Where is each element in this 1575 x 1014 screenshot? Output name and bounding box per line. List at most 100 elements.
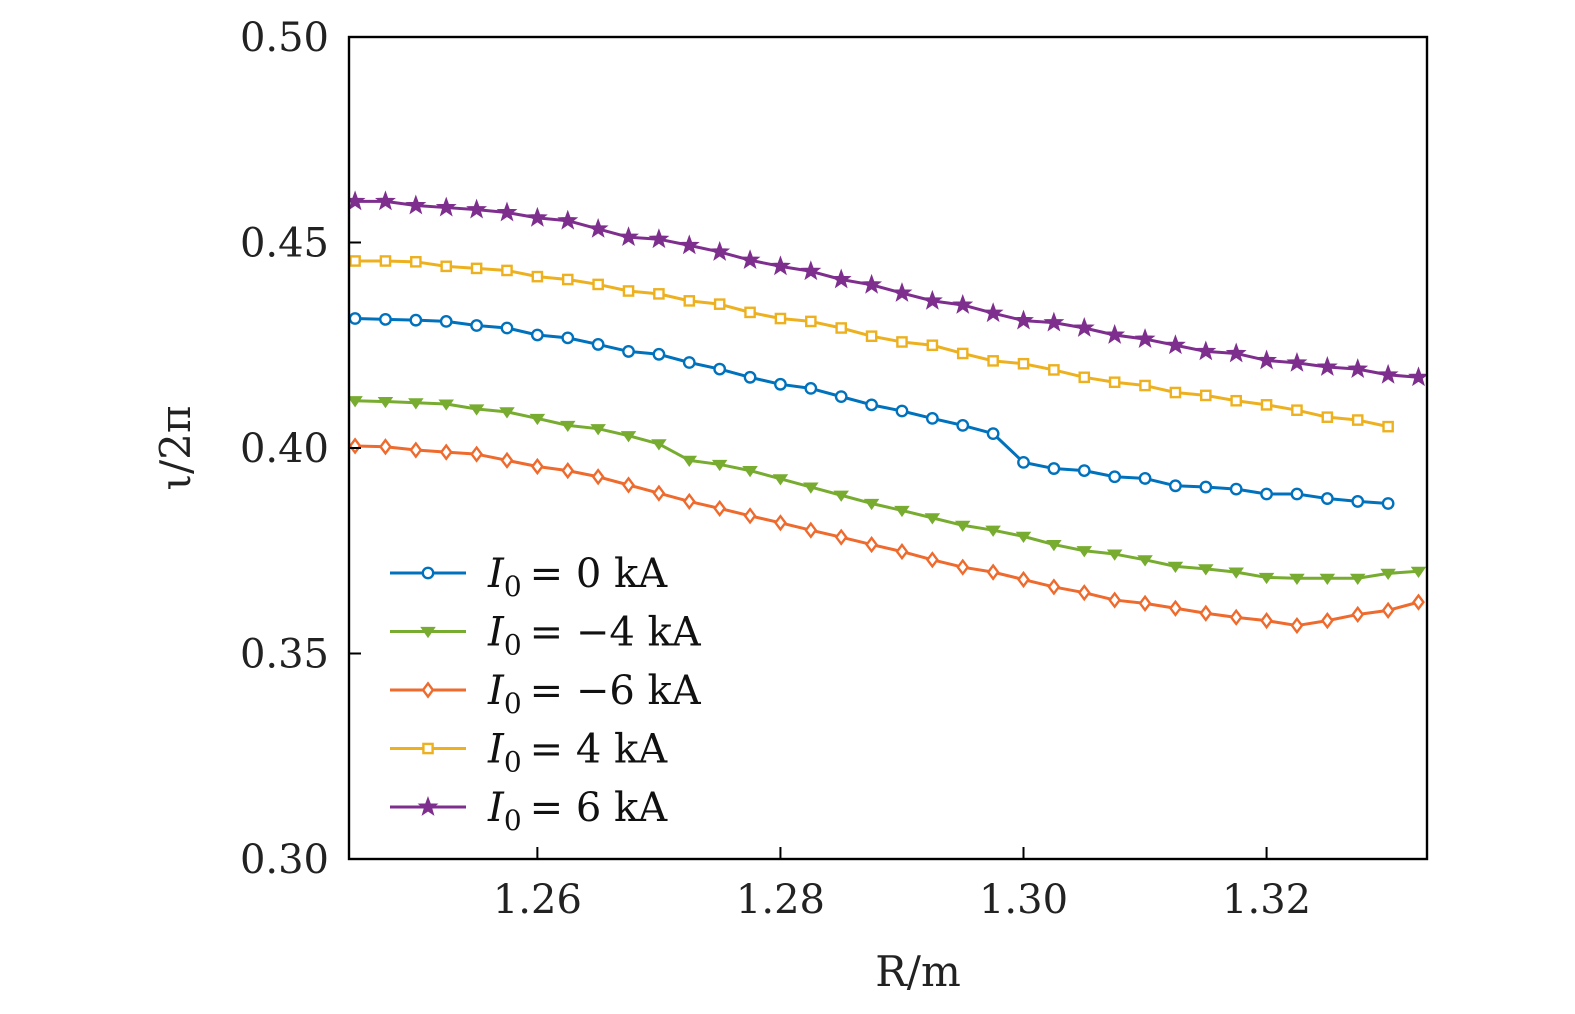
x-tick-label: 1.30 [979,877,1068,923]
series-4 [349,190,1427,387]
data-point [1381,497,1395,510]
data-point [1412,593,1425,611]
data-point [405,194,427,215]
data-point [1382,420,1394,433]
x-tick-label: 1.26 [493,877,582,923]
data-point [1225,342,1247,363]
data-point [1260,487,1273,501]
data-point [1199,604,1213,622]
data-point [379,255,392,267]
data-point [592,278,604,291]
data-point [1017,455,1030,469]
data-point [921,289,943,310]
data-point [678,234,700,255]
x-axis-label: R/m [875,947,961,996]
data-point [561,331,575,345]
data-point [530,457,544,476]
data-point [1347,358,1369,378]
data-point [896,336,908,348]
data-point [956,347,969,360]
data-point [1381,601,1395,619]
data-point [835,322,848,334]
data-point [1290,616,1304,635]
data-point [956,418,970,432]
data-point [833,490,849,502]
plot-area [349,190,1427,635]
legend-marker [422,742,434,755]
data-point [440,260,453,273]
data-point [774,312,787,325]
data-point [742,466,758,478]
data-point [560,420,576,433]
data-point [895,404,909,418]
data-point [1408,366,1427,387]
legend-marker [420,626,436,639]
y-tick-label: 0.35 [240,632,329,678]
data-point [439,443,453,461]
data-point [804,521,818,539]
data-point [470,262,483,275]
data-point [1377,363,1399,384]
series-2 [349,437,1425,635]
data-point [800,260,822,281]
data-point [1230,394,1242,407]
data-point [349,312,362,325]
data-point [466,198,488,219]
data-point [773,514,787,532]
data-point [1316,356,1338,376]
data-point [1047,578,1061,596]
data-point [587,217,609,238]
data-point [711,459,728,472]
data-point [408,398,424,410]
data-point [713,499,727,518]
x-tick-label: 1.32 [1222,877,1311,923]
legend-label: I0 = 0 kA [487,551,668,603]
data-point [557,209,579,230]
axes: 1.26 1.28 1.30 1.32 0.30 0.35 0.40 0.45 0.50 R/m ι… [151,15,1429,996]
data-point [530,328,544,342]
data-point [1017,570,1030,589]
data-point [561,462,575,480]
data-point [1073,317,1095,337]
data-point [834,390,848,404]
data-point [863,498,880,511]
data-point [379,312,392,326]
data-point [1256,349,1278,370]
series-3 [349,255,1394,433]
data-point [1351,414,1364,426]
data-point [591,468,605,486]
data-point [861,273,883,294]
data-point [375,190,396,211]
data-point [805,315,817,328]
data-point [622,345,635,358]
data-point [1078,371,1091,384]
data-point [682,492,696,511]
x-tick-label: 1.28 [736,877,825,923]
data-point [739,249,761,270]
data-point [349,255,361,267]
data-point [1048,364,1060,376]
data-point [1260,399,1273,411]
data-point [1198,564,1214,576]
legend-entry: I0 = −4 kA [390,610,702,662]
data-point [1349,573,1366,585]
data-point [985,525,1001,537]
data-point [1137,555,1153,567]
data-point [499,407,515,419]
data-point [349,190,366,211]
y-tick-label: 0.40 [240,426,329,472]
data-point [1319,573,1336,585]
data-point [1260,612,1274,630]
data-point [438,399,454,411]
data-point [410,256,422,268]
data-point [709,240,731,261]
data-point [1138,472,1152,485]
data-point [925,412,939,425]
data-point [865,330,878,343]
data-point [772,474,789,486]
data-point [653,288,665,300]
data-point [1167,561,1184,574]
data-point [349,396,363,408]
data-point [1043,311,1065,332]
